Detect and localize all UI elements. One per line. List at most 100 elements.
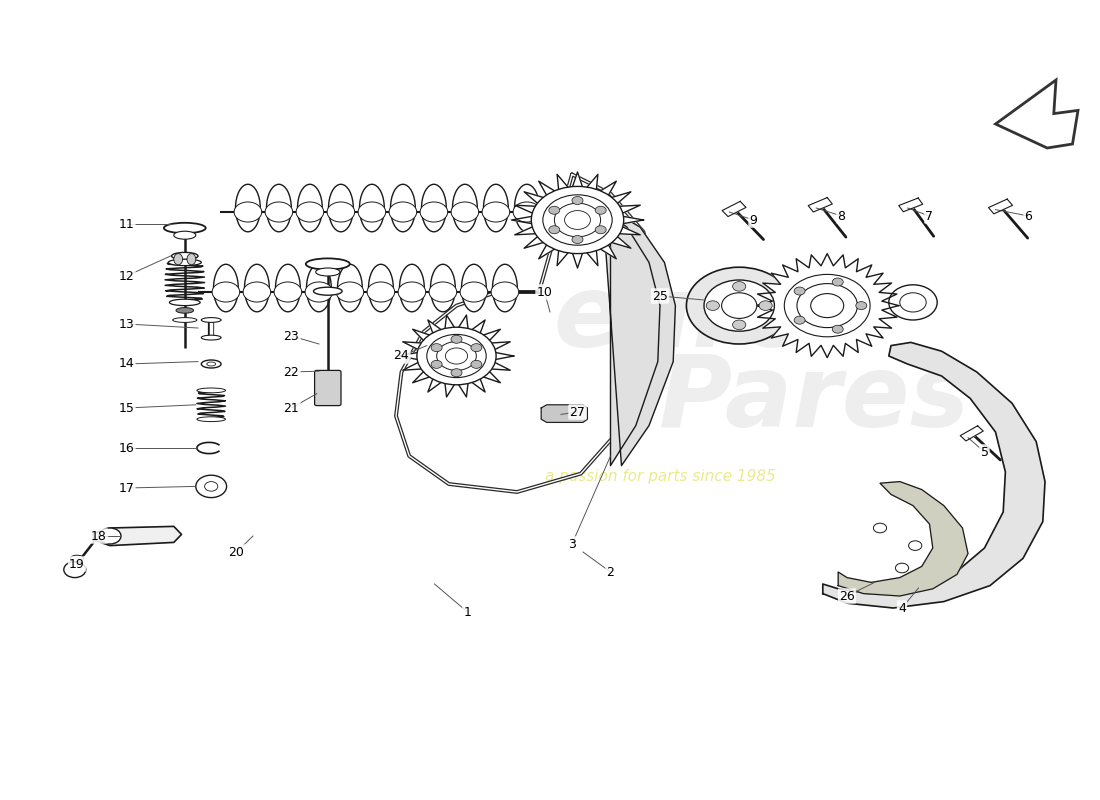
- Ellipse shape: [207, 362, 216, 366]
- Circle shape: [784, 274, 870, 337]
- Ellipse shape: [70, 555, 84, 562]
- Polygon shape: [723, 202, 746, 217]
- Circle shape: [794, 316, 805, 324]
- Ellipse shape: [430, 264, 455, 312]
- Polygon shape: [838, 482, 968, 596]
- Ellipse shape: [174, 231, 196, 239]
- Circle shape: [733, 282, 746, 291]
- Circle shape: [437, 342, 476, 370]
- Circle shape: [417, 327, 496, 385]
- Ellipse shape: [169, 299, 200, 306]
- Ellipse shape: [307, 264, 331, 312]
- Circle shape: [389, 202, 417, 222]
- Circle shape: [367, 282, 395, 302]
- Circle shape: [686, 267, 792, 344]
- Ellipse shape: [275, 264, 300, 312]
- Ellipse shape: [213, 264, 239, 312]
- Circle shape: [427, 334, 486, 378]
- Circle shape: [451, 202, 478, 222]
- Circle shape: [909, 541, 922, 550]
- Text: 7: 7: [925, 210, 934, 222]
- Text: 23: 23: [284, 330, 299, 342]
- Circle shape: [595, 226, 606, 234]
- Circle shape: [554, 203, 601, 237]
- Circle shape: [451, 335, 462, 343]
- Circle shape: [722, 293, 757, 318]
- Text: 27: 27: [570, 406, 585, 418]
- Ellipse shape: [493, 264, 517, 312]
- Ellipse shape: [360, 184, 384, 232]
- Text: 8: 8: [837, 210, 846, 222]
- Text: 16: 16: [119, 442, 134, 454]
- Circle shape: [895, 563, 909, 573]
- Ellipse shape: [168, 259, 201, 266]
- Circle shape: [833, 278, 844, 286]
- Text: 26: 26: [839, 590, 855, 602]
- Circle shape: [243, 282, 271, 302]
- Ellipse shape: [197, 388, 226, 393]
- Ellipse shape: [297, 184, 322, 232]
- Polygon shape: [512, 172, 644, 268]
- Circle shape: [704, 280, 774, 331]
- Ellipse shape: [390, 184, 416, 232]
- Circle shape: [759, 301, 772, 310]
- Circle shape: [398, 282, 426, 302]
- Text: 22: 22: [284, 366, 299, 378]
- Polygon shape: [399, 315, 514, 397]
- Ellipse shape: [484, 184, 508, 232]
- Text: 6: 6: [1024, 210, 1033, 222]
- Text: euro: euro: [553, 271, 811, 369]
- Circle shape: [733, 320, 746, 330]
- Ellipse shape: [197, 417, 226, 422]
- Circle shape: [471, 344, 482, 352]
- Text: 5: 5: [980, 446, 989, 458]
- Ellipse shape: [329, 184, 353, 232]
- Ellipse shape: [201, 335, 221, 340]
- Circle shape: [431, 360, 442, 368]
- Ellipse shape: [368, 264, 394, 312]
- Circle shape: [549, 206, 560, 214]
- Circle shape: [460, 282, 487, 302]
- Circle shape: [359, 202, 386, 222]
- Text: 1: 1: [463, 606, 472, 618]
- Ellipse shape: [176, 307, 194, 314]
- Circle shape: [429, 282, 456, 302]
- Text: 3: 3: [568, 538, 576, 550]
- Circle shape: [234, 202, 262, 222]
- Polygon shape: [808, 198, 833, 212]
- Polygon shape: [996, 80, 1078, 148]
- Text: 2: 2: [606, 566, 615, 578]
- Ellipse shape: [172, 253, 198, 259]
- Circle shape: [811, 294, 844, 318]
- Ellipse shape: [174, 254, 183, 265]
- Ellipse shape: [244, 264, 270, 312]
- Circle shape: [274, 282, 301, 302]
- Ellipse shape: [187, 254, 196, 265]
- Text: 20: 20: [229, 546, 244, 558]
- Circle shape: [451, 369, 462, 377]
- Polygon shape: [823, 342, 1045, 608]
- Circle shape: [471, 360, 482, 368]
- Circle shape: [482, 202, 509, 222]
- Ellipse shape: [235, 184, 261, 232]
- Circle shape: [796, 284, 858, 328]
- Polygon shape: [603, 210, 675, 466]
- Ellipse shape: [462, 264, 486, 312]
- Circle shape: [873, 523, 887, 533]
- Text: 10: 10: [537, 286, 552, 298]
- Ellipse shape: [164, 222, 206, 234]
- Circle shape: [431, 344, 442, 352]
- Circle shape: [212, 282, 240, 302]
- Circle shape: [572, 235, 583, 243]
- Circle shape: [542, 194, 612, 245]
- Text: 14: 14: [119, 358, 134, 370]
- Ellipse shape: [515, 184, 539, 232]
- Text: 21: 21: [284, 402, 299, 414]
- Circle shape: [327, 202, 354, 222]
- Circle shape: [900, 293, 926, 312]
- Ellipse shape: [421, 184, 447, 232]
- Circle shape: [305, 282, 332, 302]
- Ellipse shape: [316, 268, 340, 276]
- Text: 12: 12: [119, 270, 134, 282]
- Polygon shape: [756, 254, 899, 358]
